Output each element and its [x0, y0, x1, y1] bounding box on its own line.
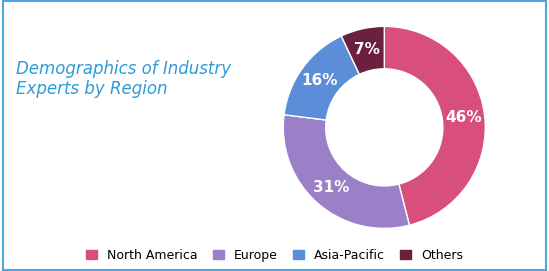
- Text: Demographics of Industry
Experts by Region: Demographics of Industry Experts by Regi…: [16, 60, 232, 98]
- Text: 16%: 16%: [301, 73, 338, 88]
- Wedge shape: [283, 115, 410, 228]
- Wedge shape: [284, 36, 360, 120]
- Legend: North America, Europe, Asia-Pacific, Others: North America, Europe, Asia-Pacific, Oth…: [86, 249, 463, 262]
- Text: 46%: 46%: [445, 110, 482, 125]
- Wedge shape: [384, 26, 485, 225]
- Wedge shape: [341, 26, 384, 74]
- Text: 7%: 7%: [354, 42, 380, 57]
- Text: 31%: 31%: [313, 180, 350, 195]
